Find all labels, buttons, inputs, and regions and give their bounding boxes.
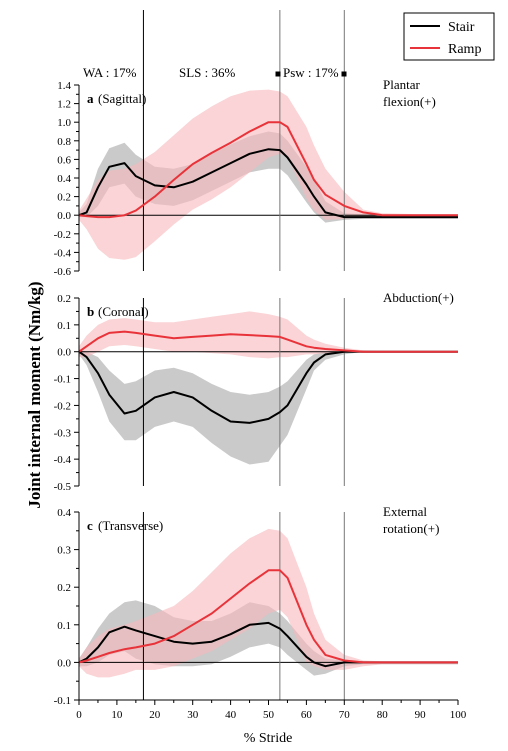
phase-label-wa: WA : 17% [83, 65, 137, 80]
x-tick-label: 100 [450, 709, 467, 721]
panel-b-stair-sd-band [79, 349, 458, 465]
panel-a-y-tick-label: 1.0 [57, 117, 71, 129]
x-tick-label: 0 [76, 709, 82, 721]
panel-b-y-tick-label: 0.1 [57, 320, 71, 332]
legend: Stair Ramp [403, 12, 495, 61]
phase-label-sls: SLS : 36% [179, 65, 236, 80]
panel-b-y-tick-label: 0.0 [57, 347, 71, 359]
legend-box [403, 12, 495, 61]
panel-a-y-tick-label: -0.4 [54, 247, 72, 259]
legend-stair-label: Stair [448, 20, 475, 35]
panel-b-ramp-sd-band [79, 311, 458, 359]
panel-a-letter: a [87, 91, 94, 106]
panel-a-y-tick-label: 0.8 [57, 136, 71, 148]
panel-b-y-tick-label: -0.1 [54, 374, 71, 386]
x-tick-label: 80 [377, 709, 389, 721]
panel-a-y-tick-label: -0.6 [54, 266, 72, 278]
x-tick-label: 60 [301, 709, 313, 721]
panel-b-title: (Coronal) [98, 304, 149, 319]
panel-a-y-tick-label: 1.4 [57, 80, 71, 92]
panel-c-stair-mean-line [78, 621, 458, 668]
phase-label-psw: Psw : 17% [283, 65, 339, 80]
panel-c-letter: c [87, 518, 93, 533]
panel-a-y-tick-label: 0.0 [57, 210, 71, 222]
panel-a-y-tick-label: 0.4 [57, 173, 71, 185]
panel-a-y-tick-label: -0.2 [54, 229, 71, 241]
phase-marker-psw [341, 71, 347, 77]
panel-c-annotation-line: External [383, 504, 427, 519]
panel-a-annotation-line: flexion(+) [383, 94, 436, 109]
reference-lines-layer [79, 10, 458, 700]
panel-a-title: (Sagittal) [98, 91, 146, 106]
panel-a-y-tick-label: 0.6 [57, 154, 71, 166]
panel-a-ramp-sd-band [79, 89, 458, 260]
panel-b-y-tick-label: -0.5 [54, 481, 72, 493]
panel-c-y-tick-label: 0.2 [57, 582, 71, 594]
x-tick-label: 20 [149, 709, 161, 721]
sd-bands-layer [79, 89, 458, 678]
mean-curves-layer [78, 121, 458, 668]
phase-labels: WA : 17% SLS : 36% Psw : 17% [83, 65, 347, 80]
x-tick-label: 10 [111, 709, 123, 721]
panel-c-ramp-sd-band [79, 528, 458, 678]
panel-b-y-tick-label: 0.2 [57, 293, 71, 305]
panel-c-y-tick-label: 0.4 [57, 507, 71, 519]
panel-b-y-tick-label: -0.3 [54, 427, 72, 439]
panel-c-title: (Transverse) [98, 518, 163, 533]
x-tick-label: 90 [415, 709, 427, 721]
panel-c-y-tick-label: 0.3 [57, 545, 71, 557]
panel-a-y-tick-label: 1.2 [57, 99, 71, 111]
x-axis-title: % Stride [244, 731, 293, 746]
panel-c-ramp-mean-line [78, 569, 458, 664]
panel-b-y-tick-label: -0.2 [54, 400, 71, 412]
panel-c-annotation-line: rotation(+) [383, 521, 439, 536]
panel-a-ramp-mean-line [78, 121, 458, 219]
x-tick-label: 50 [263, 709, 275, 721]
panel-b-letter: b [87, 304, 94, 319]
axes-layer [74, 84, 459, 705]
panel-a-annotation-line: Plantar [383, 77, 420, 92]
panel-b-y-tick-label: -0.4 [54, 454, 72, 466]
panel-c-y-tick-label: 0.0 [57, 657, 71, 669]
phase-marker-sls [275, 71, 281, 77]
legend-ramp-label: Ramp [448, 42, 481, 57]
panel-b-annotation-line: Abduction(+) [383, 290, 454, 305]
x-tick-label: 30 [187, 709, 199, 721]
panel-b-ramp-mean-line [78, 330, 458, 353]
panel-a-stair-mean-line [78, 148, 458, 219]
panel-c-y-tick-label: 0.1 [57, 620, 71, 632]
panel-c-y-tick-label: -0.1 [54, 695, 71, 707]
labels-layer: -0.6 -0.4 -0.2 0.0 0.2 0.4 0.6 0.8 1.0 1.2 1.4 a (Sa… [54, 77, 467, 721]
x-tick-label: 40 [225, 709, 237, 721]
panel-a-y-tick-label: 0.2 [57, 192, 71, 204]
x-tick-label: 70 [339, 709, 351, 721]
y-axis-title: Joint internal moment (Nm/kg) [25, 281, 44, 508]
